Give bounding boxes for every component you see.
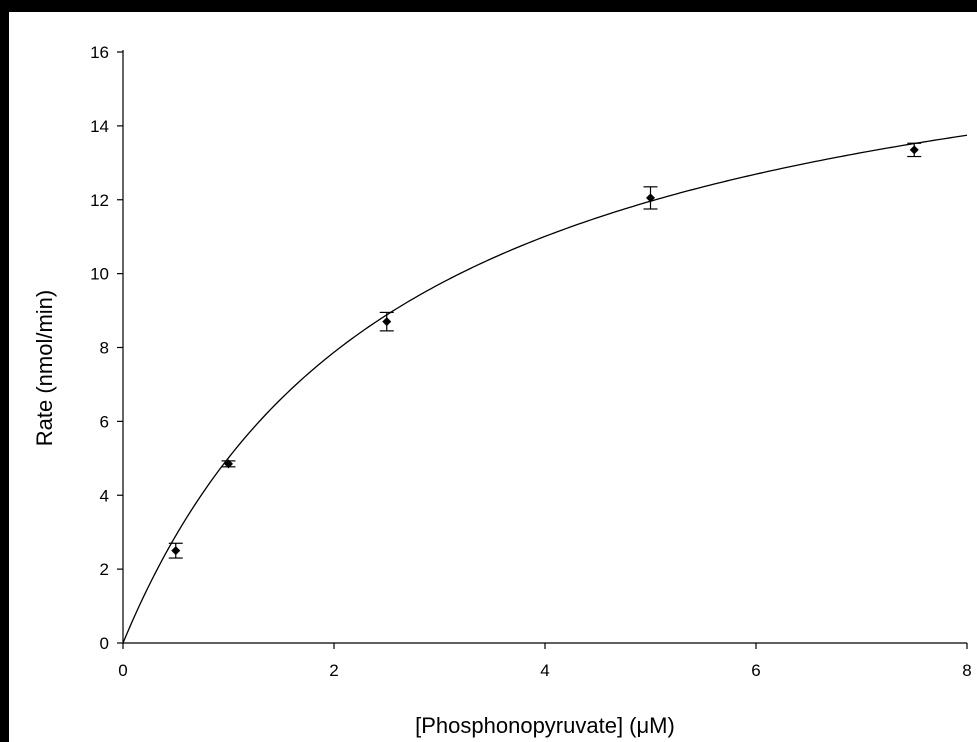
data-point <box>382 317 392 327</box>
x-tick-label: 4 <box>540 661 549 680</box>
axes <box>122 50 967 644</box>
y-tick-label: 16 <box>90 43 109 62</box>
y-tick-label: 6 <box>100 412 109 431</box>
y-axis-title: Rate (nmol/min) <box>32 290 57 446</box>
y-tick-label: 12 <box>90 191 109 210</box>
frame-top-border <box>0 0 977 12</box>
fit-curve <box>122 134 968 644</box>
data-point <box>909 145 919 155</box>
tick-marks: 0 2 4 6 8 10 12 14 16 0 2 4 6 8 <box>90 43 972 680</box>
frame-left-border <box>0 0 9 742</box>
x-axis-title: [Phosphonopyruvate] (μM) <box>415 713 675 738</box>
y-tick-label: 10 <box>90 265 109 284</box>
y-tick-label: 4 <box>100 486 109 505</box>
data-points-group <box>168 142 922 559</box>
y-tick-label: 14 <box>90 117 109 136</box>
y-tick-label: 2 <box>100 560 109 579</box>
x-tick-label: 8 <box>962 661 971 680</box>
y-tick-label: 0 <box>100 634 109 653</box>
x-tick-label: 2 <box>329 661 338 680</box>
data-point <box>646 193 655 203</box>
y-tick-label: 8 <box>100 339 109 358</box>
x-tick-label: 0 <box>118 661 127 680</box>
data-point <box>224 459 233 469</box>
fit-curve-group <box>122 134 968 644</box>
data-point <box>171 546 181 556</box>
x-tick-label: 6 <box>751 661 760 680</box>
